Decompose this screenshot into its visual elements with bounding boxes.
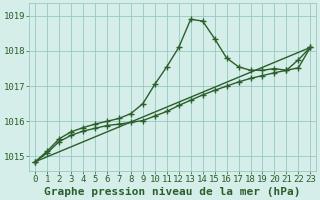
X-axis label: Graphe pression niveau de la mer (hPa): Graphe pression niveau de la mer (hPa) xyxy=(44,186,301,197)
